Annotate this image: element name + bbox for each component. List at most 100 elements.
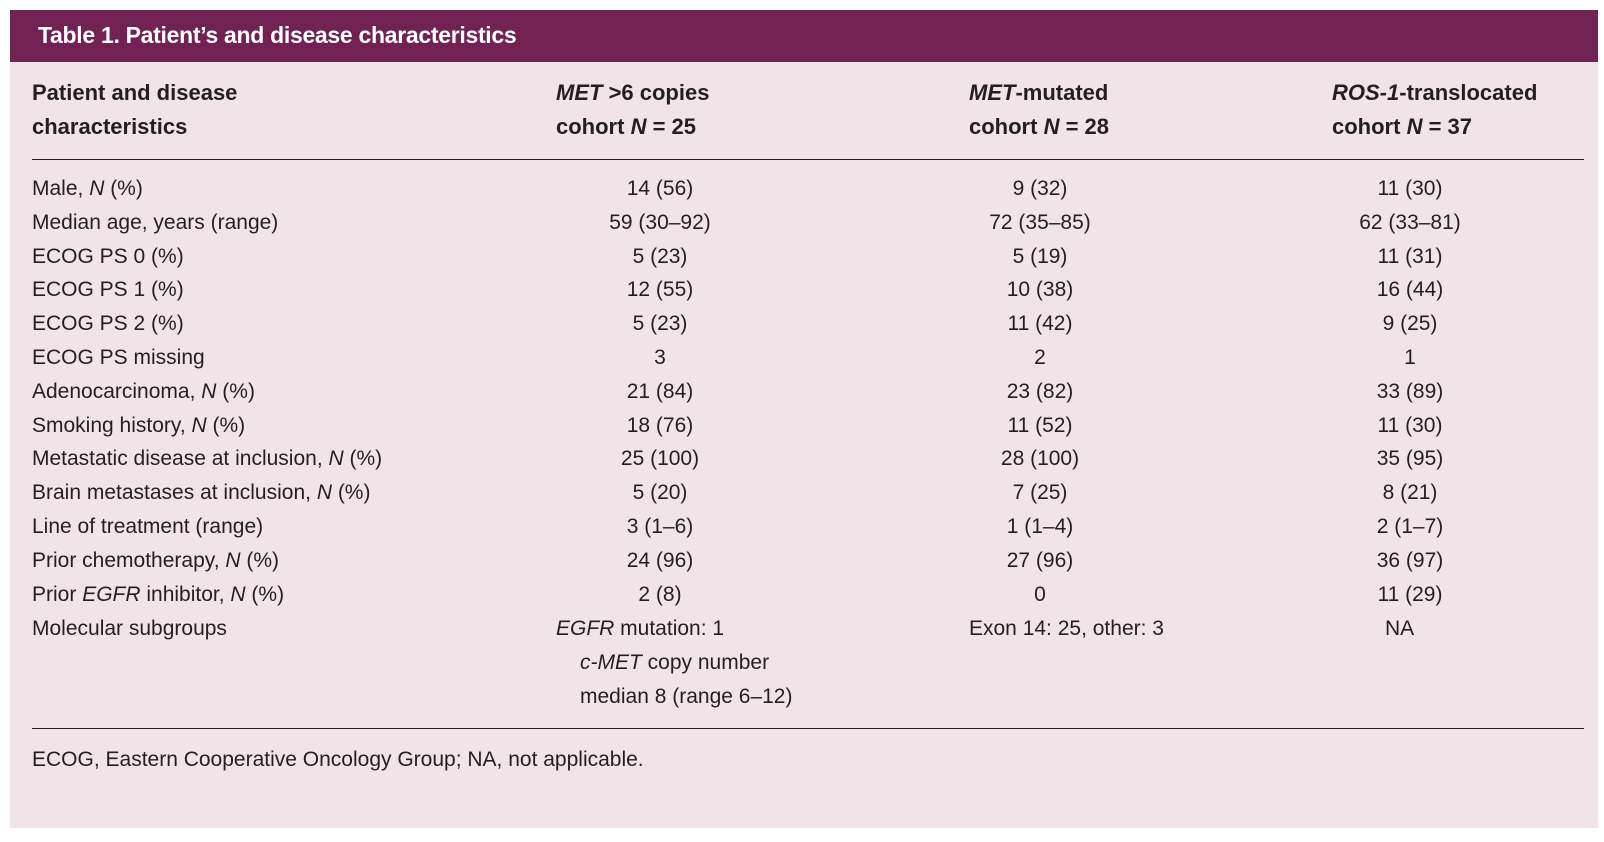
met-mutated-value: 10 (38) — [1006, 278, 1074, 302]
footer-rule — [32, 728, 1584, 729]
met-copies-value: 25 (100) — [620, 447, 700, 471]
met-copies-value: 2 (8) — [638, 582, 682, 606]
ros1-value: 36 (97) — [1376, 548, 1444, 572]
row-label-part: Male, — [32, 177, 90, 200]
row-label: Adenocarcinoma, N (%) — [32, 375, 255, 409]
table-row: Line of treatment (range) 3 (1–6) 1 (1–4) 2… — [10, 510, 1598, 544]
header-ros1-text: -translocated — [1399, 80, 1538, 105]
header-ros1-gene: ROS-1 — [1332, 80, 1400, 105]
ros1-value: 62 (33–81) — [1359, 210, 1461, 234]
header-met-copies-cohort-word: cohort — [556, 114, 631, 139]
met-copies-value: 5 (23) — [632, 312, 688, 336]
table-row: Prior EGFR inhibitor, N (%) 2 (8) 0 11 (29) — [10, 578, 1598, 612]
met-mutated-value: 2 — [1034, 346, 1046, 369]
row-label-part: EGFR — [82, 582, 141, 606]
table-title: Table 1. Patient’s and disease character… — [38, 22, 517, 48]
header-characteristics-line2: characteristics — [32, 114, 188, 139]
header-ros1-count: = 37 — [1422, 114, 1472, 139]
row-label-part: N — [191, 413, 207, 437]
met-mutated-value: 28 (100) — [1000, 447, 1080, 471]
molecular-subgroups-label: Molecular subgroups — [32, 617, 227, 640]
met-copies-value: 5 (23) — [632, 244, 688, 268]
row-label-part: (%) — [104, 177, 143, 200]
ros1-value: 16 (44) — [1376, 278, 1444, 302]
header-met-copies-count: = 25 — [646, 114, 696, 139]
molecular-met-mutated-cell: Exon 14: 25, other: 3 — [969, 617, 1164, 640]
table-row: Brain metastases at inclusion, N (%) 5 (2… — [10, 476, 1598, 510]
row-label-part: N — [89, 177, 105, 200]
row-label-part: N — [230, 582, 246, 606]
met-mutated-value: 23 (82) — [1006, 379, 1074, 403]
table-row: Median age, years (range) 59 (30–92) 72 (3… — [10, 206, 1598, 240]
met-mutated-value: 5 (19) — [1012, 244, 1068, 268]
row-label: Male, N (%) — [32, 172, 143, 206]
row-label-part: ECOG PS missing — [32, 346, 205, 369]
molecular-egfr-gene: EGFR — [556, 617, 615, 640]
header-characteristics: Patient and disease characteristics — [32, 76, 237, 144]
header-met-copies-gene: MET — [556, 80, 603, 105]
table-title-bar: Table 1. Patient’s and disease character… — [10, 10, 1598, 62]
table-row: Prior chemotherapy, N (%) 24 (96) 27 (96) 3… — [10, 544, 1598, 578]
met-copies-value: 21 (84) — [626, 379, 694, 403]
table-row: Adenocarcinoma, N (%) 21 (84) 23 (82) 33 (8… — [10, 375, 1598, 409]
header-met-mutated-text: -mutated — [1015, 80, 1109, 105]
row-label-part: (%) — [216, 379, 255, 403]
met-copies-value: 24 (96) — [626, 548, 694, 572]
row-label: Metastatic disease at inclusion, N (%) — [32, 442, 382, 476]
molecular-ros1-cell: NA — [1385, 617, 1415, 640]
row-label: Prior EGFR inhibitor, N (%) — [32, 578, 284, 612]
ros1-value: 11 (30) — [1377, 413, 1443, 437]
row-label-part: Brain metastases at inclusion, — [32, 481, 317, 505]
table-row: ECOG PS missing 3 2 1 — [10, 341, 1598, 375]
met-mutated-value: 27 (96) — [1006, 548, 1074, 572]
row-label-part: (%) — [343, 447, 383, 471]
table-footnote: ECOG, Eastern Cooperative Oncology Group… — [32, 748, 644, 771]
header-met-copies-cohort: MET >6 copies cohort N = 25 — [556, 76, 709, 144]
table-row: Male, N (%) 14 (56) 9 (32) 11 (30) — [10, 172, 1598, 206]
met-copies-value: 3 — [654, 346, 666, 369]
met-mutated-value: 11 (52) — [1007, 413, 1073, 437]
row-label-part: ECOG PS 2 (%) — [32, 312, 184, 336]
row-label-part: (%) — [331, 481, 371, 505]
met-copies-value: 5 (20) — [632, 481, 688, 505]
row-label-part: N — [328, 447, 344, 471]
molecular-cmet-text: copy number — [641, 651, 770, 674]
row-label-part: Prior chemotherapy, — [32, 548, 226, 572]
table-row: ECOG PS 2 (%) 5 (23) 11 (42) 9 (25) — [10, 307, 1598, 341]
row-label: Line of treatment (range) — [32, 510, 263, 544]
met-copies-value: 3 (1–6) — [626, 515, 694, 538]
row-label: ECOG PS 2 (%) — [32, 307, 184, 341]
row-label: ECOG PS missing — [32, 341, 205, 375]
header-met-mutated-count: = 28 — [1059, 114, 1109, 139]
table-row: ECOG PS 0 (%) 5 (23) 5 (19) 11 (31) — [10, 240, 1598, 274]
molecular-egfr-text: mutation: 1 — [614, 617, 725, 640]
met-mutated-value: 7 (25) — [1012, 481, 1068, 505]
row-label-part: N — [201, 379, 217, 403]
ros1-value: 1 — [1404, 346, 1416, 369]
row-label-part: Adenocarcinoma, — [32, 379, 202, 403]
table-row: ECOG PS 1 (%) 12 (55) 10 (38) 16 (44) — [10, 273, 1598, 307]
row-label: Brain metastases at inclusion, N (%) — [32, 476, 370, 510]
header-met-mutated-cohort-word: cohort — [969, 114, 1044, 139]
row-label-part: N — [225, 548, 241, 572]
row-label-part: (%) — [206, 413, 246, 437]
header-rule — [32, 159, 1584, 160]
header-ros1-cohort: ROS-1-translocated cohort N = 37 — [1332, 76, 1537, 144]
row-label: ECOG PS 0 (%) — [32, 240, 184, 274]
met-mutated-value: 1 (1–4) — [1006, 515, 1074, 538]
table-row: Metastatic disease at inclusion, N (%) 25… — [10, 442, 1598, 476]
ros1-value: 11 (30) — [1377, 177, 1443, 200]
met-copies-value: 59 (30–92) — [609, 210, 711, 234]
row-label-part: (%) — [245, 582, 285, 606]
row-label-part: Smoking history, — [32, 413, 192, 437]
header-met-mutated-cohort: MET-mutated cohort N = 28 — [969, 76, 1109, 144]
row-label: ECOG PS 1 (%) — [32, 273, 184, 307]
row-label: Median age, years (range) — [32, 206, 278, 240]
row-label-part: Median age, years (range) — [32, 210, 279, 234]
met-copies-value: 14 (56) — [626, 177, 694, 200]
ros1-value: 8 (21) — [1382, 481, 1438, 505]
header-met-mutated-gene: MET — [969, 80, 1016, 105]
header-ros1-n: N — [1406, 114, 1423, 139]
header-met-mutated-n: N — [1043, 114, 1060, 139]
row-label-part: ECOG PS 1 (%) — [32, 278, 184, 302]
